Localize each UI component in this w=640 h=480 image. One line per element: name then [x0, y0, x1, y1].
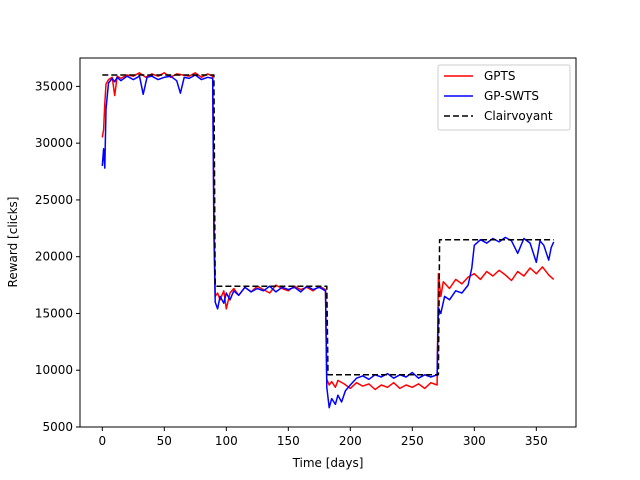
- y-tick-label: 35000: [35, 79, 73, 93]
- y-ticks: 5000 10000 15000 20000 25000 30000 35000: [35, 79, 80, 434]
- legend-label-clairvoyant: Clairvoyant: [484, 109, 553, 123]
- legend: GPTS GP-SWTS Clairvoyant: [437, 64, 571, 131]
- x-tick-label: 50: [157, 434, 172, 448]
- x-tick-label: 100: [215, 434, 238, 448]
- y-tick-label: 5000: [42, 420, 73, 434]
- plot-lines: [101, 72, 555, 409]
- y-tick-label: 25000: [35, 193, 73, 207]
- legend-label-gpts: GPTS: [484, 69, 515, 83]
- plot-frame: [79, 57, 577, 428]
- x-tick-label: 150: [277, 434, 300, 448]
- y-tick-label: 10000: [35, 363, 73, 377]
- x-tick-label: 350: [525, 434, 548, 448]
- x-tick-label: 200: [339, 434, 362, 448]
- x-tick-label: 300: [463, 434, 486, 448]
- x-tick-label: 0: [98, 434, 106, 448]
- x-ticks: 0 50 100 150 200 250 300 350: [98, 427, 548, 448]
- x-tick-label: 250: [401, 434, 424, 448]
- series-line-gp-swts: [101, 74, 555, 409]
- y-tick-label: 30000: [35, 136, 73, 150]
- y-tick-label: 15000: [35, 306, 73, 320]
- y-tick-label: 20000: [35, 250, 73, 264]
- legend-label-gp-swts: GP-SWTS: [484, 89, 539, 103]
- series-line-gpts: [101, 72, 555, 391]
- x-axis-label: Time [days]: [292, 456, 364, 470]
- series-line-clairvoyant: [102, 74, 554, 376]
- y-axis-label: Reward [clicks]: [6, 197, 20, 288]
- legend-box: [437, 64, 571, 131]
